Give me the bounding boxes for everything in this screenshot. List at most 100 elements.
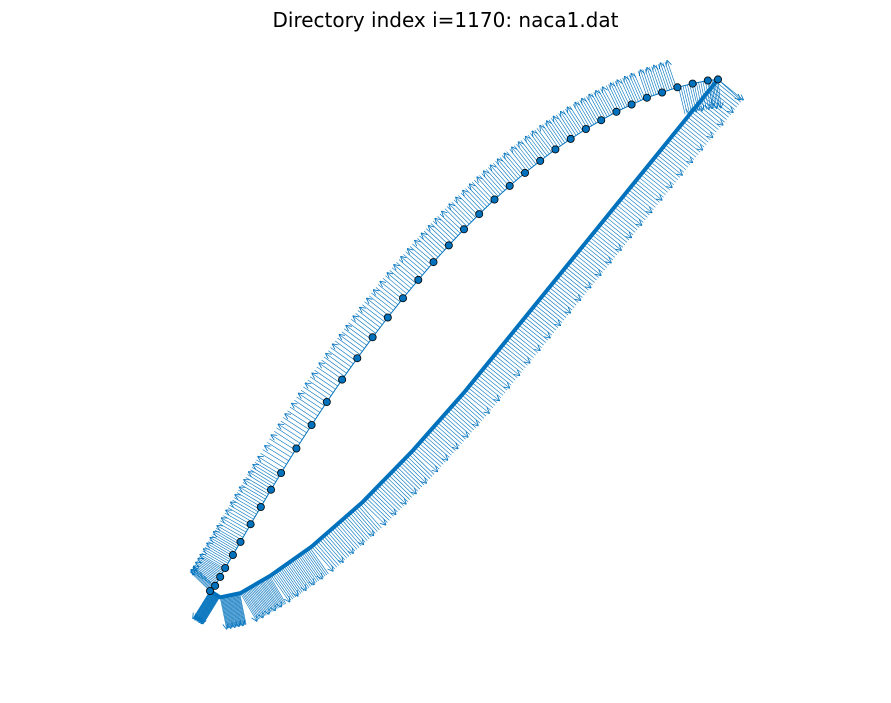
lower-normal-vector [638,176,664,198]
upper-normal-vector [519,142,537,165]
lower-normal-vector [498,349,524,371]
lower-normal-vector [595,229,621,250]
upper-normal-vector [229,504,254,520]
upper-normal-vector [678,86,686,115]
lower-normal-vector [201,595,219,623]
upper-normal-vector [351,318,374,337]
lower-normal-vector [329,530,352,555]
airfoil-point-marker [490,195,499,204]
lower-normal-vector [715,81,741,103]
upper-normal-vector [247,474,272,490]
lower-normal-vector [693,109,719,130]
upper-normal-vector [209,539,234,555]
lower-normal-vector [333,526,356,552]
lower-normal-vector [449,408,474,431]
upper-normal-vector [488,167,508,189]
lower-normal-vector [547,289,573,311]
lower-normal-vector [202,596,221,625]
upper-normal-vector [220,520,245,535]
upper-normal-vector [444,208,465,229]
lower-normal-vector [707,91,733,112]
upper-normal-vector [572,103,588,129]
upper-normal-vector [212,533,238,549]
lower-normal-vector [642,171,668,193]
upper-normal-vector [333,344,356,361]
upper-normal-vector [638,71,648,98]
upper-normal-vector [429,226,450,246]
lower-normal-vector [232,594,238,626]
lower-normal-vector [555,279,580,300]
lower-normal-vector [583,244,609,266]
upper-normal-vector [217,526,242,541]
upper-normal-vector [432,220,454,241]
upper-normal-vector [523,138,541,161]
lower-normal-vector [622,196,648,218]
upper-normal-vector [662,62,673,90]
upper-normal-vector [285,414,309,430]
upper-normal-vector [253,465,278,480]
upper-normal-vector [231,503,256,518]
upper-normal-vector [664,61,675,89]
lower-normal-vector [679,126,705,148]
upper-normal-vector [614,81,628,107]
upper-normal-vector [504,154,523,176]
upper-normal-vector [226,510,251,525]
airfoil-point-marker [459,225,468,234]
lower-normal-vector [632,184,658,206]
upper-normal-vector [647,68,657,95]
lower-normal-vector [683,121,709,143]
lower-normal-vector [658,151,685,173]
upper-normal-vector [534,129,552,153]
upper-normal-vector [242,482,268,497]
lower-normal-vector [228,595,234,627]
lower-normal-vector [545,292,570,312]
lower-normal-vector [451,406,476,428]
airfoil-point-marker [551,145,560,154]
upper-normal-vector [272,435,296,451]
upper-normal-vector [577,101,592,126]
upper-normal-vector [582,99,597,124]
lower-normal-vector [270,575,289,601]
upper-normal-vector [544,122,561,147]
lower-normal-vector [599,224,626,246]
lower-normal-vector [530,309,557,331]
airfoil-point-marker [383,313,392,322]
lower-normal-vector [581,247,607,268]
upper-normal-vector [501,155,521,177]
lower-normal-vector [457,399,483,421]
lower-normal-vector [604,219,630,241]
upper-normal-vector [477,177,497,199]
upper-normal-vector [625,77,637,103]
lower-normal-vector [522,319,548,341]
upper-normal-vector [337,337,361,355]
lower-normal-vector [429,431,454,454]
lower-normal-vector [575,254,601,275]
lower-normal-vector [376,487,400,511]
upper-normal-vector [287,410,312,427]
lower-normal-vector [331,528,353,553]
upper-normal-vector [484,171,503,193]
lower-normal-vector [260,580,278,609]
upper-normal-vector [224,512,250,528]
upper-normal-vector [481,173,501,195]
lower-normal-vector [228,595,236,627]
lower-normal-vector [427,433,452,456]
lower-normal-vector [543,294,569,316]
upper-normal-vector [680,86,688,114]
lower-normal-vector [315,542,337,568]
lower-normal-vector [703,96,729,118]
upper-normal-vector [568,108,584,132]
lower-normal-vector [242,591,260,620]
lower-normal-vector [701,99,727,120]
upper-normal-vector [233,497,259,512]
airfoil-point-marker [277,468,286,477]
lower-normal-vector [691,111,717,133]
upper-normal-vector [394,265,416,284]
upper-normal-vector [644,68,655,96]
upper-normal-vector [667,61,677,88]
lower-normal-vector [323,535,346,561]
upper-normal-vector [321,359,345,377]
lower-normal-vector [325,534,348,559]
lower-normal-vector [303,552,322,578]
